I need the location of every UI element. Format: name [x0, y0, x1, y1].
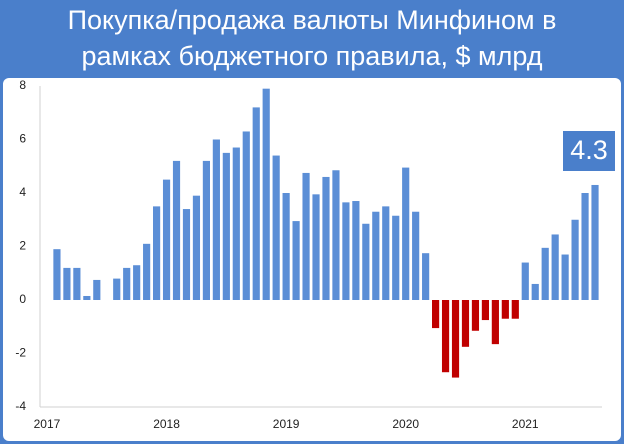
bar — [113, 278, 121, 300]
bar — [242, 131, 250, 300]
y-tick-label: 4 — [19, 185, 26, 199]
y-tick-label: 2 — [19, 239, 26, 253]
bar — [282, 193, 290, 300]
y-tick-label: 8 — [19, 78, 26, 92]
bar — [451, 300, 460, 378]
bar — [182, 209, 191, 300]
bar — [143, 243, 151, 300]
bar — [591, 184, 599, 300]
bar — [123, 267, 131, 300]
x-tick-label: 2020 — [392, 417, 419, 431]
bar — [541, 247, 549, 300]
bar — [352, 201, 360, 300]
bar — [491, 300, 499, 345]
bar — [53, 249, 61, 300]
y-tick-label: -4 — [15, 399, 26, 413]
bar — [302, 172, 310, 300]
bar — [461, 300, 470, 347]
bar — [162, 179, 171, 300]
plot-panel — [3, 78, 621, 441]
bar — [521, 262, 529, 300]
x-tick-label: 2017 — [34, 417, 61, 431]
bar — [192, 195, 201, 300]
bar — [232, 147, 240, 300]
chart-title: рамках бюджетного правила, $ млрд — [82, 41, 543, 71]
bar — [332, 170, 340, 300]
bar — [581, 193, 589, 300]
bar — [322, 176, 330, 300]
y-tick-label: -2 — [15, 346, 26, 360]
bar — [172, 160, 181, 300]
bar — [481, 300, 489, 321]
x-tick-label: 2019 — [273, 417, 300, 431]
bar — [531, 283, 539, 300]
x-tick-label: 2018 — [153, 417, 180, 431]
bar — [133, 265, 141, 300]
bar — [441, 300, 450, 373]
bar — [292, 221, 300, 300]
bar — [272, 155, 280, 300]
bar — [222, 152, 230, 300]
bar — [392, 215, 400, 300]
bar — [561, 254, 569, 300]
bar — [312, 194, 320, 300]
y-tick-label: 6 — [19, 132, 26, 146]
bar — [153, 206, 161, 300]
bar — [73, 267, 81, 300]
bar — [342, 202, 350, 300]
y-tick-label: 0 — [19, 292, 26, 306]
bar — [212, 139, 220, 300]
bar — [372, 211, 380, 300]
bar — [262, 88, 270, 300]
bar — [511, 300, 519, 319]
bar — [412, 211, 420, 300]
chart-title: Покупка/продажа валюты Минфином в — [68, 5, 557, 35]
annotation: 4.3 — [570, 135, 608, 165]
bar — [362, 223, 370, 300]
bar — [382, 206, 390, 300]
bar — [402, 167, 410, 300]
bar — [571, 219, 579, 300]
bar — [83, 295, 91, 300]
bar — [432, 300, 440, 329]
bar — [63, 267, 71, 300]
annotation-box — [563, 131, 615, 171]
bar — [93, 279, 101, 300]
bar — [202, 160, 210, 300]
bar — [471, 300, 480, 331]
bar — [551, 234, 559, 300]
bar — [252, 107, 260, 301]
x-tick-label: 2021 — [512, 417, 539, 431]
bar — [422, 253, 430, 300]
bar — [501, 300, 509, 319]
